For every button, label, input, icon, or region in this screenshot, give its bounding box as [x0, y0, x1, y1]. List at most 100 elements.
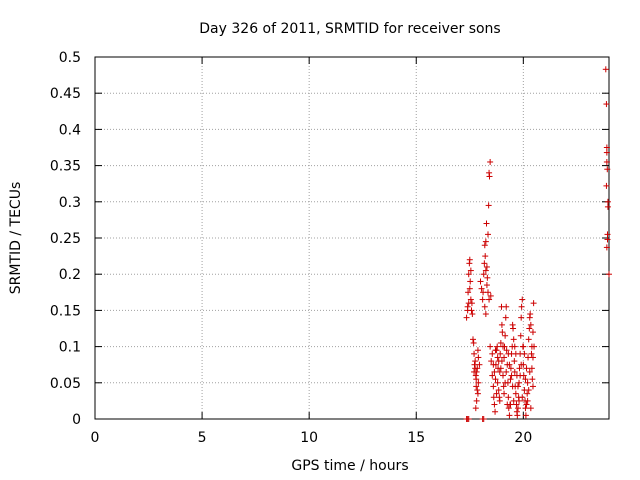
data-point: [507, 365, 514, 372]
data-point: [514, 412, 521, 419]
data-point: [603, 101, 610, 108]
data-point: [502, 379, 509, 386]
data-point: [474, 390, 481, 397]
data-point: [524, 390, 531, 397]
data-point: [472, 405, 479, 412]
data-point: [505, 350, 512, 357]
data-point: [499, 372, 506, 379]
x-tick-label: 20: [514, 430, 532, 446]
data-point: [501, 390, 508, 397]
data-point: [510, 336, 517, 343]
data-point: [512, 350, 519, 357]
data-point: [473, 397, 480, 404]
data-point: [514, 383, 521, 390]
data-point: [516, 379, 523, 386]
data-point: [503, 368, 510, 375]
data-point: [603, 144, 610, 151]
y-tick-label: 0.35: [50, 159, 81, 175]
data-point: [506, 361, 513, 368]
data-point: [473, 383, 480, 390]
y-tick-label: 0.4: [59, 122, 81, 138]
data-point: [527, 311, 534, 318]
data-point: [519, 394, 526, 401]
data-point: [522, 412, 529, 419]
data-point: [477, 278, 484, 285]
data-point: [491, 401, 498, 408]
data-point: [604, 236, 611, 243]
data-point: [473, 376, 480, 383]
plot-frame: [94, 56, 610, 420]
data-point: [474, 365, 481, 372]
data-point: [604, 231, 611, 238]
y-tick-label: 0.05: [50, 376, 81, 392]
data-point: [511, 358, 518, 365]
data-point: [482, 253, 489, 260]
data-point: [604, 166, 611, 173]
data-point: [484, 274, 491, 281]
data-point: [516, 365, 523, 372]
data-point: [496, 397, 503, 404]
data-point: [506, 412, 513, 419]
data-point: [511, 343, 518, 350]
data-point: [497, 350, 504, 357]
data-point: [482, 311, 489, 318]
data-point: [519, 296, 526, 303]
data-point: [491, 368, 498, 375]
data-point: [489, 372, 496, 379]
data-point: [512, 390, 519, 397]
data-point: [510, 397, 517, 404]
data-point: [472, 358, 479, 365]
data-point: [500, 383, 507, 390]
data-point: [492, 376, 499, 383]
data-point: [603, 149, 610, 156]
data-point: [482, 267, 489, 274]
grid-lines: [95, 57, 609, 419]
data-point: [505, 394, 512, 401]
data-point: [604, 203, 611, 210]
data-point: [510, 325, 517, 332]
data-point: [517, 372, 524, 379]
data-point: [489, 350, 496, 357]
data-point: [524, 379, 531, 386]
data-point: [466, 285, 473, 292]
data-point: [492, 408, 499, 415]
data-point: [470, 336, 477, 343]
data-point: [482, 238, 489, 245]
data-point: [463, 314, 470, 321]
data-point: [480, 271, 487, 278]
y-tick-label: 0.2: [59, 267, 81, 283]
x-tick-label: 10: [300, 430, 318, 446]
data-point: [503, 347, 510, 354]
data-point: [490, 361, 497, 368]
data-point: [507, 376, 514, 383]
y-tick-label: 0.5: [59, 50, 81, 66]
data-point: [487, 343, 494, 350]
data-point: [498, 321, 505, 328]
x-tick-label: 0: [91, 430, 100, 446]
data-point: [481, 303, 488, 310]
data-point: [502, 314, 509, 321]
data-point: [524, 397, 531, 404]
data-point: [495, 358, 502, 365]
data-point: [490, 383, 497, 390]
data-point: [503, 303, 510, 310]
data-point: [467, 296, 474, 303]
data-point: [470, 339, 477, 346]
data-point: [496, 368, 503, 375]
data-point: [475, 379, 482, 386]
data-point: [525, 387, 532, 394]
data-point: [529, 354, 536, 361]
data-point: [486, 296, 493, 303]
data-point: [483, 282, 490, 289]
data-point: [493, 390, 500, 397]
data-point: [508, 372, 515, 379]
data-point: [514, 405, 521, 412]
data-point: [486, 173, 493, 180]
x-axis-label: GPS time / hours: [291, 458, 408, 474]
data-point: [522, 376, 529, 383]
x-tick-label: 15: [407, 430, 425, 446]
data-point: [465, 416, 472, 422]
data-point: [494, 379, 501, 386]
data-point: [604, 198, 611, 205]
